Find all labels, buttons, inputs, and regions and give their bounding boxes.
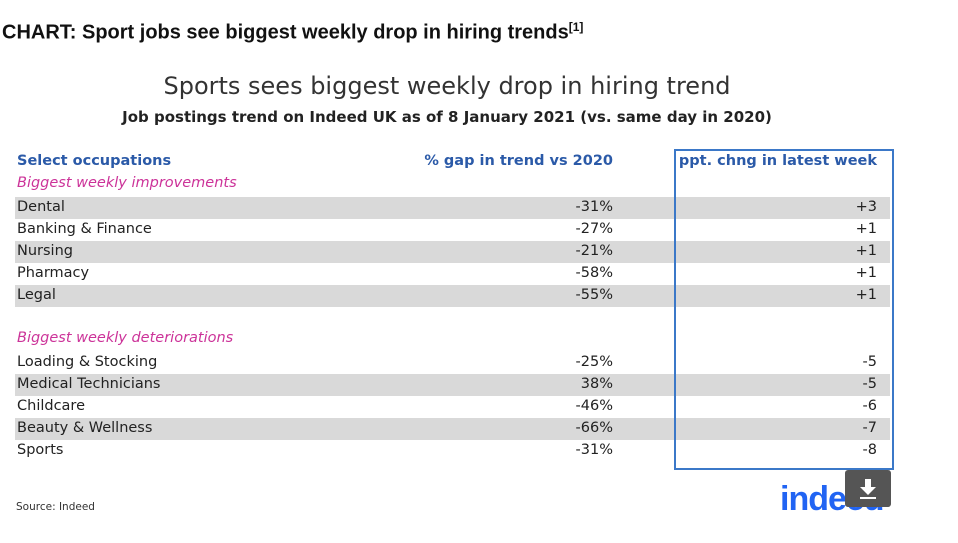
occupation: Banking & Finance [17, 221, 152, 237]
gap-value: -46% [575, 398, 613, 414]
table-row: Nursing -21% +1 [15, 241, 890, 263]
gap-value: -21% [575, 243, 613, 259]
table-row: Dental -31% +3 [15, 197, 890, 219]
gap-value: -31% [575, 199, 613, 215]
gap-value: -31% [575, 442, 613, 458]
table-subtitle: Job postings trend on Indeed UK as of 8 … [122, 108, 772, 126]
column-header: ppt. chng in latest week [678, 153, 877, 169]
change-value: -8 [862, 442, 877, 458]
table-row: Medical Technicians 38% -5 [15, 374, 890, 396]
table-row: Legal -55% +1 [15, 285, 890, 307]
gap-value: 38% [580, 376, 613, 392]
change-value: +1 [855, 243, 877, 259]
table-row: Loading & Stocking -25% -5 [15, 352, 890, 374]
table-row: Beauty & Wellness -66% -7 [15, 418, 890, 440]
source-note: Source: Indeed [16, 501, 95, 513]
occupation: Dental [17, 199, 65, 215]
table-row: Sports -31% -8 [15, 440, 890, 462]
highlight-box [674, 149, 894, 470]
table-row: Childcare -46% -6 [15, 396, 890, 418]
change-value: -7 [862, 420, 877, 436]
page-heading: CHART: Sport jobs see biggest weekly dro… [2, 20, 583, 45]
occupation: Sports [17, 442, 64, 458]
column-header: % gap in trend vs 2020 [424, 153, 613, 169]
download-icon [860, 479, 876, 499]
occupation: Childcare [17, 398, 85, 414]
change-value: +3 [855, 199, 877, 215]
column-header: Select occupations [17, 153, 172, 169]
gap-value: -27% [575, 221, 613, 237]
change-value: +1 [855, 221, 877, 237]
heading-text: CHART: Sport jobs see biggest weekly dro… [2, 21, 569, 44]
footnote-link[interactable]: [1] [568, 20, 584, 34]
section-label: Biggest weekly improvements [17, 175, 237, 191]
occupation: Beauty & Wellness [17, 420, 153, 436]
change-value: +1 [855, 287, 877, 303]
gap-value: -55% [575, 287, 613, 303]
occupation: Loading & Stocking [17, 354, 158, 370]
occupation: Pharmacy [17, 265, 90, 281]
change-value: -5 [862, 354, 877, 370]
change-value: +1 [855, 265, 877, 281]
gap-value: -25% [575, 354, 613, 370]
change-value: -5 [862, 376, 877, 392]
table-row: Pharmacy -58% +1 [15, 263, 890, 285]
gap-value: -66% [575, 420, 613, 436]
download-button[interactable] [845, 470, 891, 507]
change-value: -6 [862, 398, 877, 414]
occupation: Medical Technicians [17, 376, 161, 392]
section-label: Biggest weekly deteriorations [17, 330, 234, 346]
occupation: Nursing [17, 243, 73, 259]
table-title: Sports sees biggest weekly drop in hirin… [163, 72, 731, 100]
occupation: Legal [17, 287, 56, 303]
table-row: Banking & Finance -27% +1 [15, 219, 890, 241]
gap-value: -58% [575, 265, 613, 281]
